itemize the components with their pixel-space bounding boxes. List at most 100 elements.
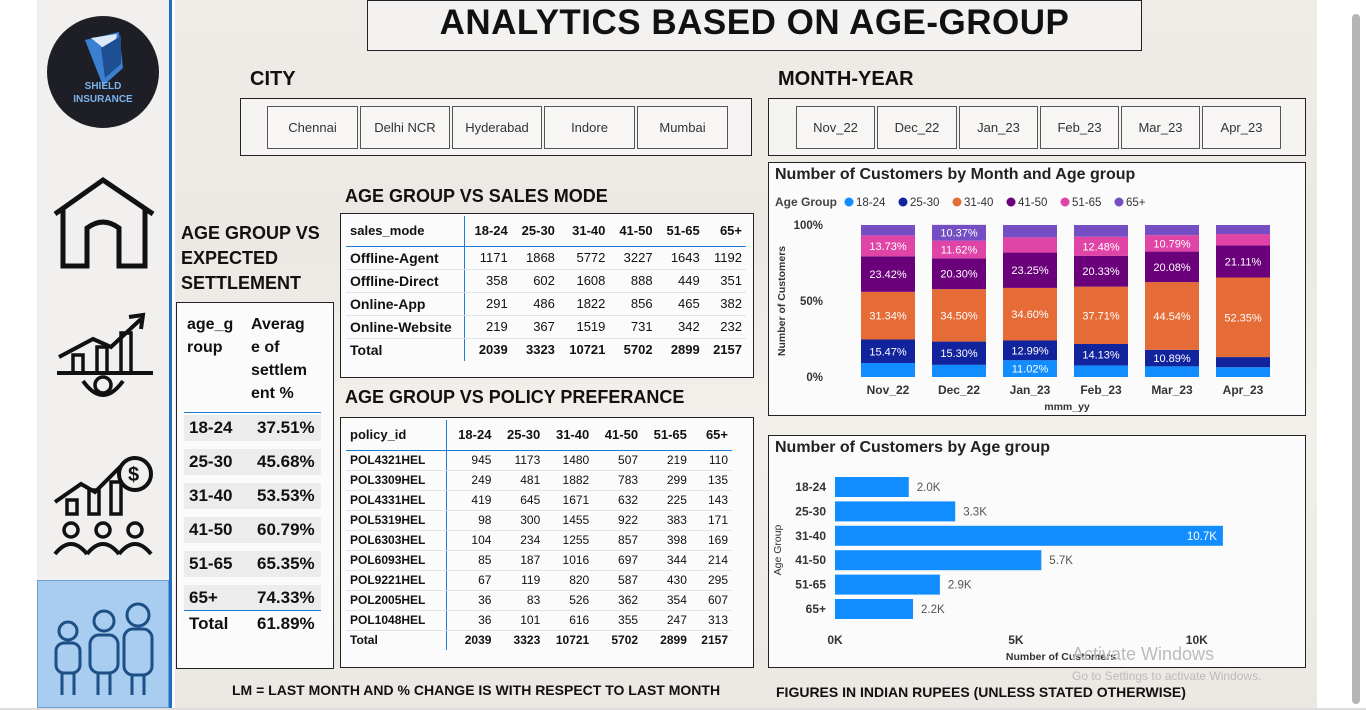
settlement-heading: AGE GROUP VS EXPECTED SETTLEMENT — [181, 223, 320, 293]
sales-mode-heading: AGE GROUP VS SALES MODE — [345, 186, 608, 206]
table-cell: 232 — [703, 315, 746, 339]
month-option-nov-22[interactable]: Nov_22 — [796, 106, 875, 149]
column-header[interactable]: policy_id — [346, 420, 447, 451]
column-header[interactable]: 41-50 — [609, 216, 657, 247]
table-cell: 486 — [511, 292, 559, 316]
x-tick-label: 0K — [827, 633, 843, 647]
month-option-mar-23[interactable]: Mar_23 — [1121, 106, 1200, 149]
data-label: 10.7K — [1187, 531, 1217, 543]
stacked-bar-segment — [1074, 225, 1128, 237]
table-cell: 214 — [690, 550, 732, 571]
table-cell: 1455 — [544, 510, 594, 531]
data-label: 14.13% — [1082, 350, 1120, 362]
table-cell: 299 — [642, 470, 691, 491]
column-header[interactable]: 31-40 — [544, 420, 594, 451]
column-header[interactable]: 18-24 — [464, 216, 512, 247]
column-header[interactable]: 65+ — [690, 420, 732, 451]
legend-label: 41-50 — [1018, 197, 1047, 209]
hbar-chart-title: Number of Customers by Age group — [775, 439, 1050, 456]
row-label: POL4331HEL — [346, 490, 447, 511]
table-cell: 169 — [690, 530, 732, 551]
table-cell: 1480 — [544, 450, 594, 471]
column-header[interactable]: sales_mode — [346, 216, 465, 247]
stacked-bar-segment — [861, 256, 915, 292]
nav-age-group-button[interactable] — [37, 580, 169, 708]
month-option-jan-23[interactable]: Jan_23 — [959, 106, 1038, 149]
column-header[interactable]: 51-65 — [642, 420, 691, 451]
row-label: POL6303HEL — [346, 530, 447, 551]
policy-table: policy_id 18-24 25-30 31-40 41-50 51-65 … — [346, 420, 732, 650]
table-cell: 313 — [690, 610, 732, 631]
month-option-dec-22[interactable]: Dec_22 — [877, 106, 957, 149]
table-cell: 587 — [593, 570, 643, 591]
total-cell: 2039 — [446, 629, 496, 650]
column-header[interactable]: 18-24 — [446, 420, 496, 451]
hbar-chart-panel: Number of Customers by Age group 18-24 2.… — [768, 435, 1306, 668]
company-logo: SHIELD INSURANCE — [47, 16, 159, 128]
table-cell: 465 — [656, 292, 704, 316]
total-cell: 5702 — [593, 629, 643, 650]
data-label: 2.2K — [921, 604, 945, 616]
column-header[interactable]: 25-30 — [511, 216, 559, 247]
city-option-delhi-ncr[interactable]: Delhi NCR — [360, 106, 450, 149]
table-cell: 526 — [544, 590, 594, 611]
table-cell: 856 — [609, 292, 657, 316]
hbar-chart: 18-24 2.0K 25-30 3.3K 31-40 10.7K 41-50 5.7K 51-… — [772, 477, 1223, 663]
legend-marker — [844, 197, 854, 207]
table-cell: 351 — [703, 269, 746, 293]
month-option-apr-23[interactable]: Apr_23 — [1202, 106, 1281, 149]
month-option-feb-23[interactable]: Feb_23 — [1040, 106, 1119, 149]
total-cell: 2039 — [464, 337, 512, 361]
city-option-hyderabad[interactable]: Hyderabad — [452, 106, 542, 149]
nav-growth-button[interactable] — [37, 305, 169, 425]
column-header[interactable]: 25-30 — [495, 420, 545, 451]
data-label: 10.79% — [1153, 238, 1191, 250]
svg-text:$: $ — [128, 464, 139, 486]
total-cell: 3323 — [495, 629, 545, 650]
row-label: POL9221HEL — [346, 570, 447, 591]
stacked-bar-segment — [1216, 277, 1270, 358]
vertical-scrollbar[interactable] — [1352, 14, 1360, 704]
stacked-bar-segment — [1145, 225, 1199, 236]
legend-marker — [1060, 197, 1070, 207]
table-cell: 300 — [495, 510, 545, 531]
stacked-bar-segment — [932, 224, 986, 241]
city-option-mumbai[interactable]: Mumbai — [637, 106, 728, 149]
data-label: 3.3K — [963, 506, 987, 518]
y-tick-label: 100% — [794, 220, 823, 232]
table-cell: 697 — [593, 550, 643, 571]
table-cell: 219 — [642, 450, 691, 471]
nav-home-button[interactable] — [37, 168, 169, 288]
row-label: Offline-Direct — [346, 269, 465, 293]
row-label: POL2005HEL — [346, 590, 447, 611]
y-tick-label: 18-24 — [795, 480, 826, 494]
table-cell: 1016 — [544, 550, 594, 571]
logo-line-1: SHIELD — [84, 81, 122, 92]
legend-label: 65+ — [1126, 197, 1146, 209]
table-row: POL9221HEL 67 119 820 587 430 295 — [346, 570, 732, 591]
table-cell: 187 — [495, 550, 545, 571]
footnote-right: FIGURES IN INDIAN RUPEES (UNLESS STATED … — [776, 684, 1186, 700]
column-header[interactable]: 31-40 — [558, 216, 610, 247]
hbar — [835, 550, 1042, 571]
table-cell: 119 — [495, 570, 545, 591]
stacked-bar-segment — [1145, 282, 1199, 350]
table-row: 18-24 37.51% — [184, 415, 321, 441]
stacked-bar-segment — [1216, 357, 1270, 368]
nav-sales-button[interactable]: $ — [37, 450, 169, 570]
stacked-bar-segment — [932, 341, 986, 365]
stacked-bar-segment — [1145, 251, 1199, 283]
column-header[interactable]: 51-65 — [656, 216, 704, 247]
legend-label: 18-24 — [856, 197, 886, 209]
table-cell: 354 — [642, 590, 691, 611]
column-header[interactable]: 65+ — [703, 216, 746, 247]
x-tick-label: Nov_22 — [867, 383, 910, 397]
city-option-indore[interactable]: Indore — [544, 106, 635, 149]
settlement-col-age-group: age_g roup — [187, 316, 234, 356]
data-label: 2.0K — [917, 482, 941, 494]
table-cell: 101 — [495, 610, 545, 631]
y-axis-title: Age Group — [772, 524, 784, 575]
table-cell: 1608 — [558, 269, 610, 293]
city-option-chennai[interactable]: Chennai — [267, 106, 358, 149]
column-header[interactable]: 41-50 — [593, 420, 643, 451]
